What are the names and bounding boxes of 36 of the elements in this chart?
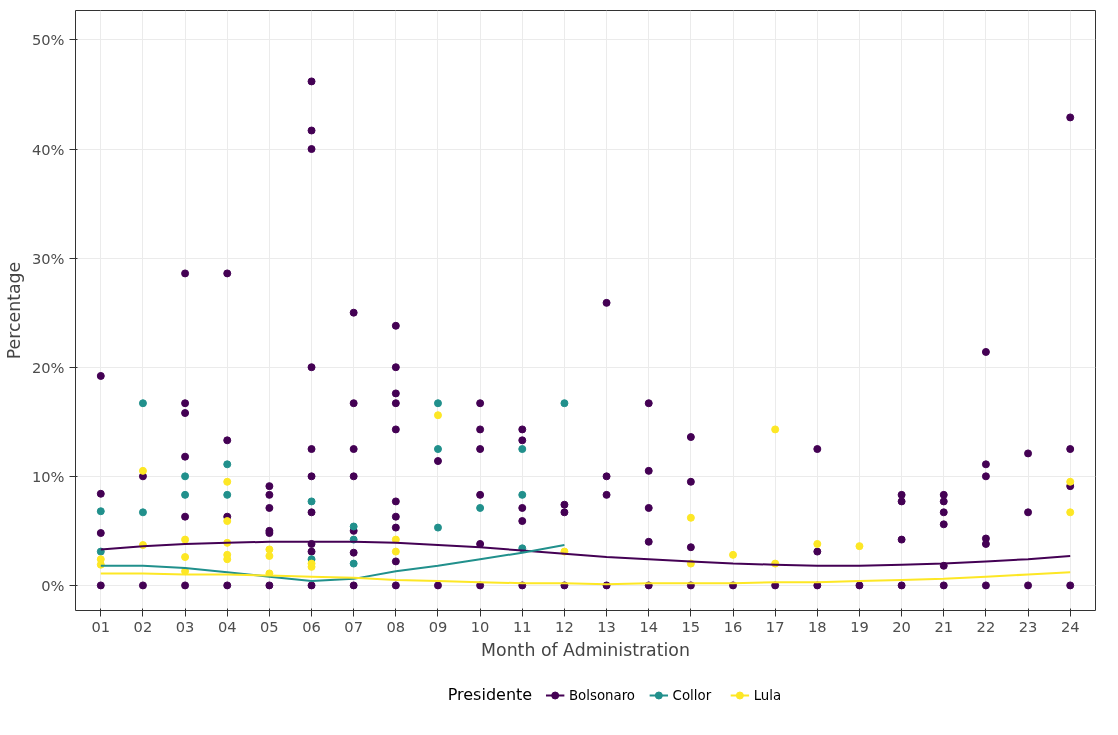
y-tick-label: 0%	[41, 576, 65, 594]
x-tick-label: 09	[428, 617, 448, 635]
x-tick-label: 16	[723, 617, 743, 635]
x-tick-label: 13	[597, 617, 616, 635]
y-tick-label: 10%	[31, 467, 65, 485]
x-tick-label: 19	[850, 617, 869, 635]
x-tick-label: 18	[807, 617, 827, 635]
x-tick-label: 22	[976, 617, 996, 635]
x-axis-title: Month of Administration	[481, 639, 690, 660]
y-tick-label: 50%	[31, 31, 65, 49]
x-tick-label: 15	[681, 617, 701, 635]
x-tick-label: 17	[765, 617, 785, 635]
x-tick-label: 01	[91, 617, 111, 635]
x-tick-label: 02	[133, 617, 153, 635]
x-tick-label: 04	[217, 617, 237, 635]
legend-label: Bolsonaro	[568, 688, 636, 703]
y-axis-title: Percentage	[3, 261, 24, 360]
x-tick-label: 11	[512, 617, 532, 635]
x-tick-label: 21	[934, 617, 954, 635]
x-tick-label: 20	[892, 617, 911, 635]
x-tick-label: 06	[302, 617, 321, 635]
legend-label: Collor	[672, 688, 712, 703]
x-tick-label: 10	[470, 617, 490, 635]
x-tick-label: 23	[1018, 617, 1038, 635]
x-tick-label: 05	[260, 617, 279, 635]
y-tick-label: 30%	[31, 249, 65, 267]
y-tick-label: 20%	[31, 358, 65, 376]
x-tick-label: 07	[344, 617, 364, 635]
x-tick-label: 24	[1060, 617, 1080, 635]
x-tick-label: 08	[386, 617, 406, 635]
x-tick-label: 12	[555, 617, 574, 635]
legend-label: Lula	[753, 688, 782, 703]
x-tick-label: 03	[175, 617, 195, 635]
y-tick-label: 40%	[31, 140, 65, 158]
legend-title: Presidente	[447, 684, 533, 704]
x-tick-label: 14	[639, 617, 659, 635]
